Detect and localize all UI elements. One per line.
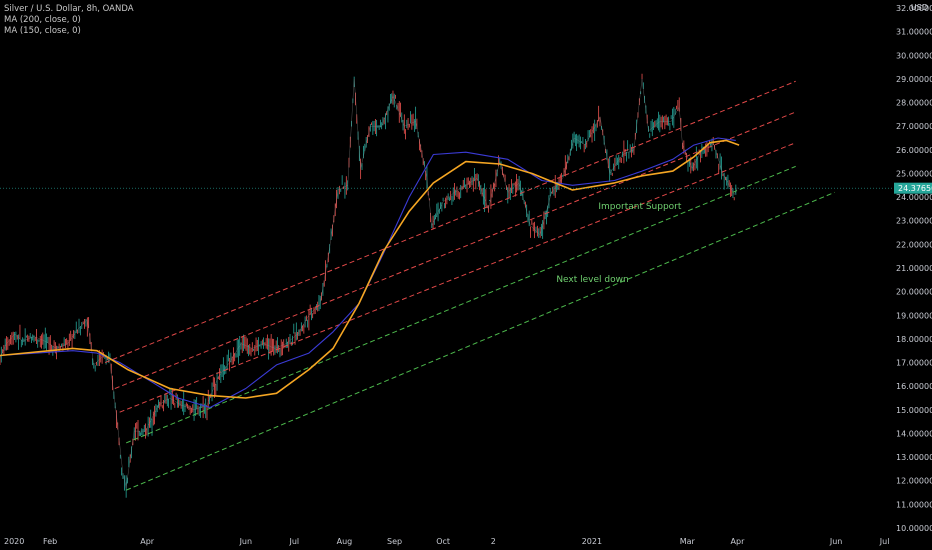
trend-line[interactable] <box>125 191 835 491</box>
price-path <box>0 78 738 488</box>
y-tick-label: 20.00000 <box>896 288 932 297</box>
y-tick-label: 28.00000 <box>896 99 932 108</box>
x-tick-label: Jun <box>829 537 843 546</box>
y-tick-label: 12.00000 <box>896 477 932 486</box>
chart-legend: Silver / U.S. Dollar, 8h, OANDA MA (200,… <box>4 4 134 37</box>
x-tick-label: Feb <box>43 537 57 546</box>
ma-150-legend: MA (150, close, 0) <box>4 26 81 36</box>
y-tick-label: 19.00000 <box>896 311 932 320</box>
y-tick-label: 10.00000 <box>896 524 932 533</box>
symbol-title: Silver / U.S. Dollar, 8h, OANDA <box>4 4 134 14</box>
x-tick-label: Apr <box>140 537 155 546</box>
y-tick-label: 22.00000 <box>896 240 932 249</box>
last-price-value: 24.37650 <box>898 184 932 193</box>
y-tick-label: 30.00000 <box>896 51 932 60</box>
last-price-tag-group: 24.37650 <box>894 182 932 194</box>
x-tick-label: Jun <box>239 537 253 546</box>
y-tick-label: 25.00000 <box>896 169 932 178</box>
ma-200-legend: MA (200, close, 0) <box>4 15 81 25</box>
trend-line[interactable] <box>125 165 796 444</box>
y-tick-label: 24.00000 <box>896 193 932 202</box>
x-tick-label: Oct <box>436 537 450 546</box>
y-tick-label: 13.00000 <box>896 453 932 462</box>
x-tick-label: Jul <box>289 537 300 546</box>
x-tick-label: Mar <box>680 537 696 546</box>
y-tick-label: 27.00000 <box>896 122 932 131</box>
x-tick-label: 2 <box>491 537 496 546</box>
y-tick-label: 14.00000 <box>896 429 932 438</box>
moving-averages-group <box>0 137 740 409</box>
y-tick-label: 11.00000 <box>896 500 932 509</box>
x-tick-label: Jul <box>879 537 890 546</box>
ma-150-line[interactable] <box>0 139 740 399</box>
y-tick-label: 15.00000 <box>896 406 932 415</box>
y-tick-label: 29.00000 <box>896 75 932 84</box>
y-tick-label: 23.00000 <box>896 217 932 226</box>
y-axis[interactable]: 32.00000 31.00000 30.00000 29.00000 28.00000… <box>896 4 932 533</box>
y-tick-label: 18.00000 <box>896 335 932 344</box>
y-tick-label: 17.00000 <box>896 359 932 368</box>
annotations-group: Important Support Next level down <box>556 202 682 285</box>
x-tick-label: Sep <box>387 537 402 546</box>
price-series-group <box>0 73 738 498</box>
last-price-tag <box>894 182 932 194</box>
y-tick-label: 26.00000 <box>896 146 932 155</box>
y-tick-label: 31.00000 <box>896 28 932 37</box>
y-tick-label: 16.00000 <box>896 382 932 391</box>
annotation-label: Important Support <box>598 202 682 212</box>
x-tick-label: 2020 <box>4 537 24 546</box>
trend-line[interactable] <box>119 142 796 413</box>
trend-line[interactable] <box>104 80 796 364</box>
y-tick-label: 21.00000 <box>896 264 932 273</box>
trend-lines-group <box>104 80 835 491</box>
currency-label[interactable]: USD <box>910 3 928 12</box>
x-tick-label: Apr <box>731 537 746 546</box>
y-tick-label: 32.00000 <box>896 4 932 13</box>
x-axis[interactable]: 2020 Feb Apr Jun Jul Aug Sep Oct 2 2021 Mar Apr Jun J… <box>4 537 889 546</box>
x-tick-label: 2021 <box>582 537 602 546</box>
trend-line[interactable] <box>114 111 796 390</box>
x-tick-label: Aug <box>337 537 353 546</box>
annotation-label: Next level down <box>556 275 628 285</box>
